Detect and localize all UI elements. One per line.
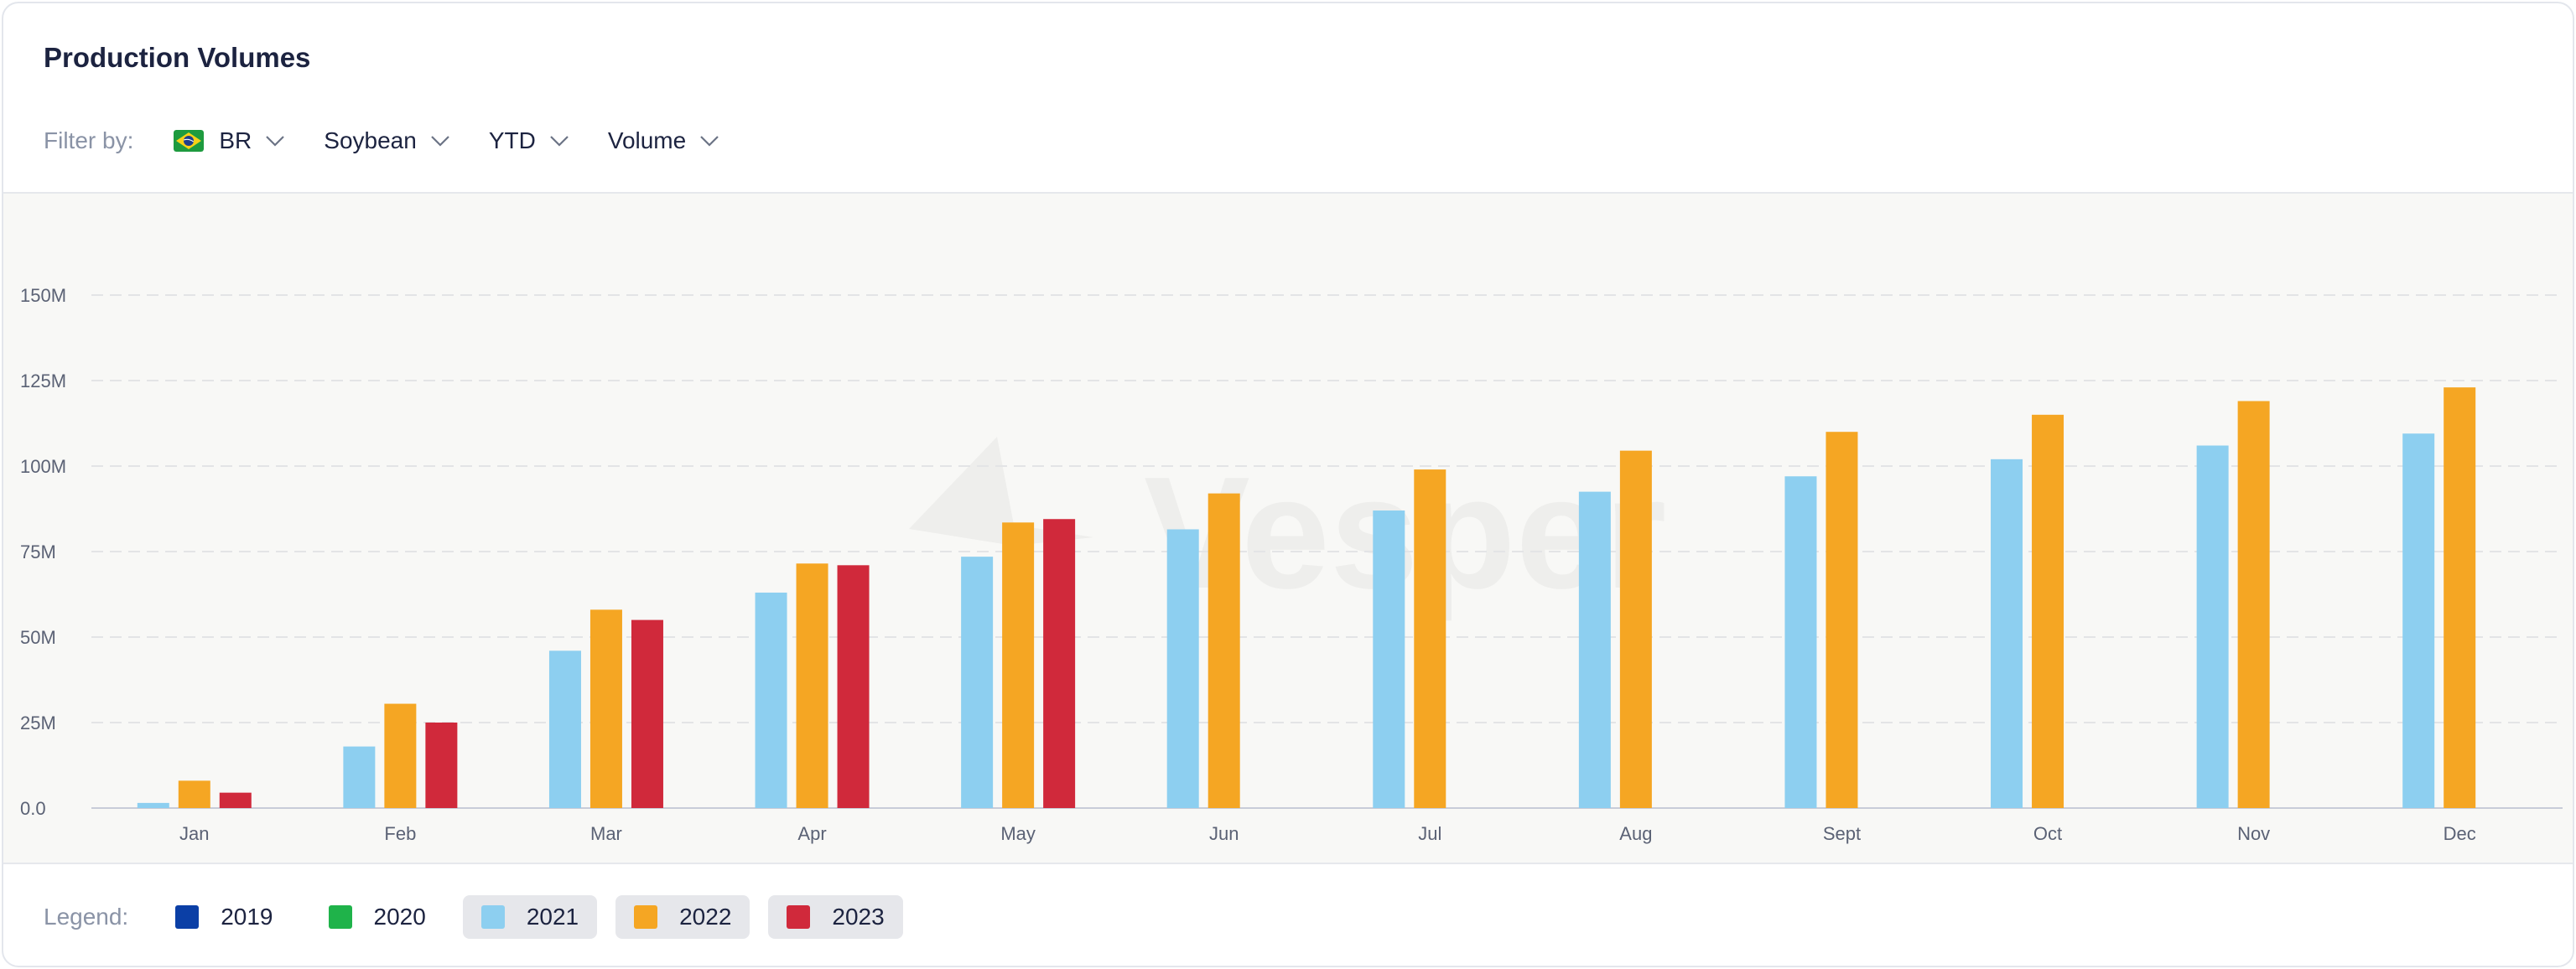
chevron-down-icon	[431, 136, 449, 147]
period-filter-dropdown[interactable]: YTD	[489, 127, 569, 154]
legend-swatch	[328, 905, 352, 929]
bar-2021-Jun	[1166, 529, 1199, 808]
country-filter-dropdown[interactable]: BR	[174, 127, 285, 154]
y-tick-label: 125M	[20, 370, 66, 391]
bar-2022-Jan	[178, 780, 210, 808]
legend-item-2021[interactable]: 2021	[462, 895, 598, 939]
bar-2021-Oct	[1991, 459, 2023, 808]
x-tick-label: Aug	[1619, 823, 1652, 844]
bar-2021-May	[961, 557, 994, 808]
y-tick-label: 50M	[20, 627, 56, 648]
bar-2021-Apr	[755, 592, 787, 808]
period-filter-value: YTD	[488, 127, 536, 153]
bar-2021-Jan	[137, 802, 169, 808]
legend-item-label: 2023	[832, 904, 885, 930]
bar-2022-Aug	[1619, 450, 1652, 808]
bar-2023-Feb	[425, 723, 458, 808]
x-tick-label: Dec	[2444, 823, 2476, 844]
legend-item-label: 2021	[526, 904, 579, 930]
bar-2021-Sept	[1784, 476, 1817, 808]
legend-item-2023[interactable]: 2023	[768, 895, 903, 939]
legend-item-label: 2019	[221, 904, 273, 930]
legend-item-label: 2020	[373, 904, 426, 930]
bar-2022-Nov	[2237, 401, 2270, 808]
bar-2022-Feb	[384, 703, 417, 808]
commodity-filter-value: Soybean	[324, 127, 417, 153]
metric-filter-dropdown[interactable]: Volume	[608, 127, 719, 154]
bar-2022-May	[1002, 522, 1035, 808]
legend-swatch	[175, 905, 200, 929]
bar-2023-Jan	[219, 792, 252, 808]
legend-swatch	[634, 905, 658, 929]
chevron-down-icon	[550, 136, 569, 147]
legend: Legend: 2019 2020 2021 2022 2023	[44, 895, 922, 939]
x-tick-label: Jul	[1418, 823, 1441, 844]
bar-2023-Mar	[631, 619, 663, 808]
chart-area: Vesper 0.0 25M 50M 75M 100M 125M 150M Jan Feb Mar A…	[3, 192, 2573, 864]
x-tick-label: Nov	[2237, 823, 2270, 844]
legend-swatch	[787, 905, 811, 929]
x-tick-label: Apr	[797, 823, 826, 844]
bar-2023-May	[1043, 519, 1076, 808]
bar-2022-Jul	[1414, 469, 1446, 808]
bar-2021-Dec	[2402, 433, 2435, 808]
bar-2021-Nov	[2196, 445, 2229, 808]
brazil-flag-icon	[174, 130, 205, 152]
legend-item-2022[interactable]: 2022	[615, 895, 750, 939]
legend-label: Legend:	[44, 904, 129, 930]
legend-swatch	[480, 905, 505, 929]
page-title: Production Volumes	[44, 42, 311, 73]
x-tick-label: Jan	[179, 823, 209, 844]
y-tick-label: 150M	[20, 285, 66, 306]
bar-2021-Mar	[548, 650, 581, 808]
bar-2022-Mar	[589, 609, 622, 808]
bar-2022-Sept	[1826, 432, 1858, 808]
legend-item-2019[interactable]: 2019	[157, 895, 291, 939]
y-tick-label: 25M	[20, 712, 56, 733]
filter-bar: Filter by: BR Soybean YTD	[44, 126, 758, 156]
watermark-logo-icon	[909, 437, 1093, 546]
legend-item-label: 2022	[679, 904, 732, 930]
x-tick-label: Mar	[590, 823, 622, 844]
x-tick-label: May	[1000, 823, 1036, 844]
metric-filter-value: Volume	[607, 127, 687, 153]
bar-2021-Feb	[343, 746, 376, 808]
chevron-down-icon	[700, 136, 719, 147]
x-tick-label: Oct	[2033, 823, 2062, 844]
bar-2022-Oct	[2032, 414, 2064, 808]
bar-2023-Apr	[837, 565, 870, 808]
country-filter-value: BR	[219, 127, 252, 153]
x-tick-label: Jun	[1209, 823, 1239, 844]
bar-2021-Jul	[1373, 510, 1405, 808]
legend-item-2020[interactable]: 2020	[310, 895, 444, 939]
x-tick-label: Sept	[1823, 823, 1861, 844]
chevron-down-icon	[266, 136, 285, 147]
commodity-filter-dropdown[interactable]: Soybean	[324, 127, 450, 154]
bar-2022-Jun	[1208, 493, 1240, 808]
y-tick-label: 100M	[20, 456, 66, 477]
x-tick-label: Feb	[384, 823, 416, 844]
filter-label: Filter by:	[44, 127, 134, 153]
y-tick-label: 75M	[20, 542, 56, 562]
bar-2022-Apr	[796, 563, 828, 808]
bar-2021-Aug	[1578, 491, 1611, 808]
bar-2022-Dec	[2444, 387, 2476, 808]
y-tick-label: 0.0	[20, 798, 46, 819]
